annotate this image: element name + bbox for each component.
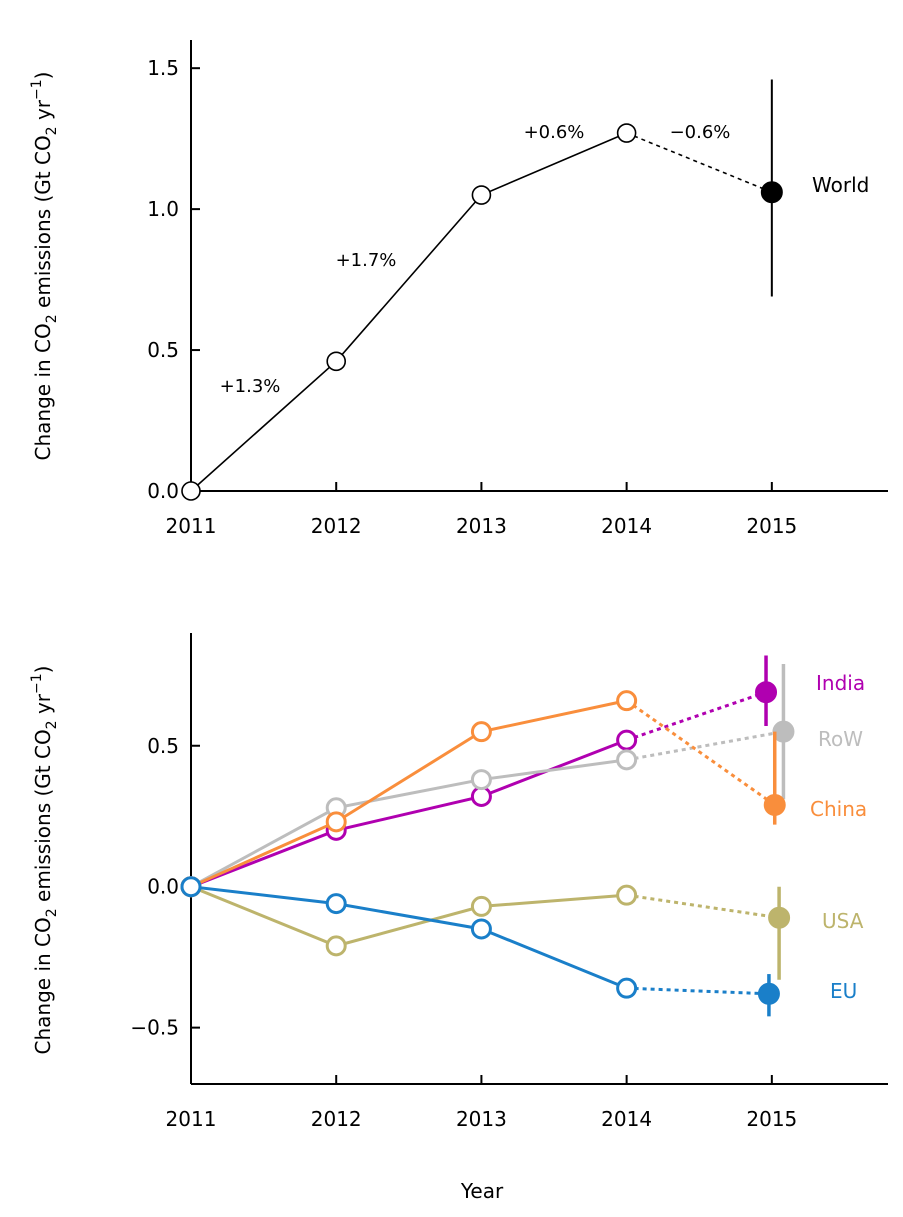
india-point-2013 (470, 785, 492, 807)
regions-x-tick-label: 2015 (746, 1107, 797, 1131)
world-x-tick-label: 2014 (601, 514, 652, 538)
row-point-2014 (616, 749, 638, 771)
world-point-2013 (471, 185, 492, 205)
regions-y-tick-label: −0.5 (130, 1016, 179, 1040)
world-panel: 2011 2012 2013 2014 2015 0.0 0.5 1.0 1.5 +1.3% +… (29, 40, 888, 538)
regions-x-tick-label: 2012 (311, 1107, 362, 1131)
china-point-2012 (325, 811, 347, 833)
world-x-tick-label: 2015 (746, 514, 797, 538)
world-series (181, 79, 783, 501)
world-y-tick-label: 1.5 (147, 56, 179, 80)
china-projection-point (763, 793, 786, 816)
x-axis-title: Year (460, 1179, 504, 1203)
row-point-2013 (470, 769, 492, 791)
regions-ticks: 2011 2012 2013 2014 2015 −0.5 0.0 0.5 (130, 734, 797, 1131)
world-y-axis-title: Change in CO2 emissions (Gt CO2 yr−1) (29, 72, 60, 461)
label-row: RoW (818, 727, 863, 751)
regions-x-tick-label: 2011 (166, 1107, 217, 1131)
eu-projection-line (626, 986, 769, 996)
world-point-2014 (616, 123, 637, 143)
china-point-2014 (616, 690, 638, 712)
label-china: China (810, 797, 867, 821)
india-projection-line (626, 690, 767, 742)
world-line (190, 132, 627, 492)
usa-point-2014 (616, 884, 638, 906)
annotation-2012: +1.3% (220, 376, 281, 397)
annotation-2015: −0.6% (670, 122, 731, 143)
india-projection-point (755, 681, 778, 704)
row-projection-line (626, 730, 784, 762)
row-projection-point (772, 720, 795, 743)
world-y-tick-label: 1.0 (147, 197, 179, 221)
regions-y-axis-title: Change in CO2 emissions (Gt CO2 yr−1) (29, 666, 60, 1055)
eu-line (190, 885, 628, 990)
row-line (190, 758, 627, 889)
regions-y-tick-label: 0.5 (147, 734, 179, 758)
world-x-tick-label: 2011 (166, 514, 217, 538)
regions-x-tick-label: 2014 (601, 1107, 652, 1131)
world-x-tick-label: 2012 (311, 514, 362, 538)
annotation-2013: +1.7% (336, 250, 397, 271)
eu-point-2011 (180, 876, 202, 898)
regions-series (180, 655, 795, 1017)
china-projection-line (625, 699, 776, 807)
world-point-2012 (326, 351, 347, 372)
world-x-tick-label: 2013 (456, 514, 507, 538)
annotation-2014: +0.6% (524, 122, 585, 143)
usa-point-2012 (325, 935, 347, 957)
india-point-2014 (616, 729, 638, 751)
regions-panel: 2011 2012 2013 2014 2015 −0.5 0.0 0.5 India RoW… (29, 633, 888, 1203)
eu-point-2014 (616, 977, 638, 999)
china-line (190, 699, 627, 889)
world-axes (190, 40, 888, 492)
usa-projection-line (626, 893, 780, 920)
label-india: India (816, 671, 865, 695)
world-point-2011 (181, 481, 201, 501)
regions-x-tick-label: 2013 (456, 1107, 507, 1131)
usa-projection-point (768, 906, 791, 929)
china-point-2013 (470, 721, 492, 743)
usa-line (190, 885, 627, 948)
world-y-tick-label: 0.5 (147, 338, 179, 362)
label-world: World (812, 173, 869, 197)
label-usa: USA (822, 909, 864, 933)
usa-point-2013 (470, 895, 492, 917)
regions-y-tick-label: 0.0 (147, 875, 179, 899)
label-eu: EU (830, 979, 857, 1003)
world-y-tick-label: 0.0 (147, 479, 179, 503)
world-projection-line (626, 132, 773, 193)
eu-point-2013 (470, 918, 492, 940)
eu-projection-point (757, 982, 780, 1005)
eu-point-2012 (325, 893, 347, 915)
india-line (190, 738, 628, 889)
world-projection-point (760, 181, 783, 204)
